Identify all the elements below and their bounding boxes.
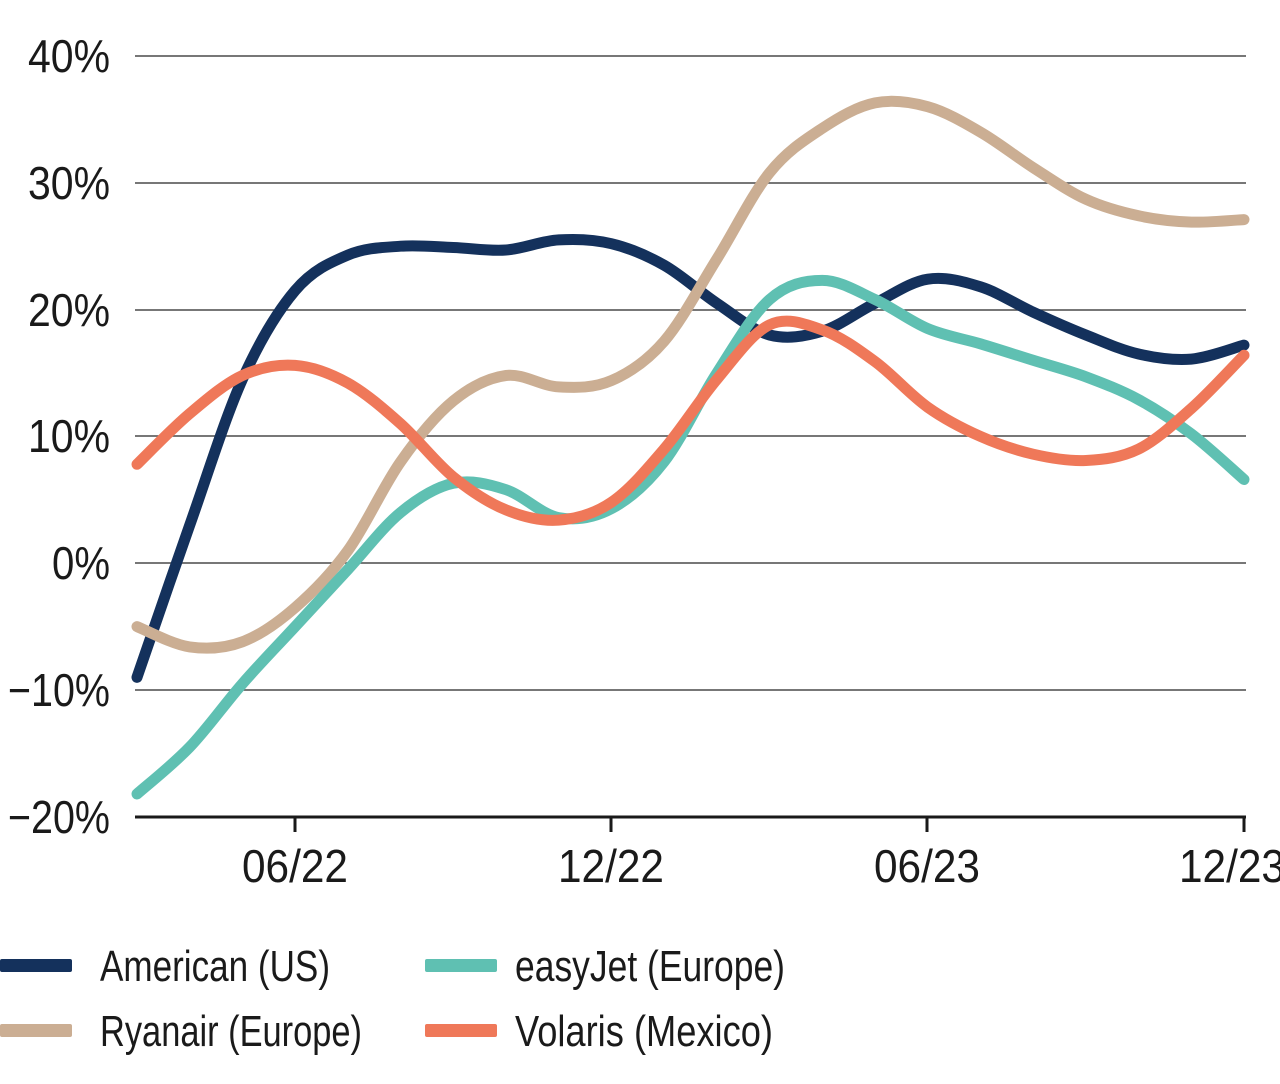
legend-label-volaris-mexico: Volaris (Mexico) xyxy=(515,1007,773,1056)
y-tick-label: 20% xyxy=(28,284,110,336)
legend: American (US) Ryanair (Europe) easyJet (… xyxy=(0,942,785,1056)
legend-label-ryanair-europe: Ryanair (Europe) xyxy=(100,1007,362,1056)
y-tick-label: −20% xyxy=(8,791,110,843)
y-tick-label: 10% xyxy=(28,410,110,462)
y-axis-labels: 40% 30% 20% 10% 0% −10% −20% xyxy=(8,30,110,843)
legend-swatch-american-us xyxy=(0,959,72,972)
gridlines xyxy=(135,55,1246,819)
legend-label-american-us: American (US) xyxy=(100,942,330,991)
legend-swatch-ryanair-europe xyxy=(0,1024,72,1037)
line-american-us xyxy=(131,233,1250,683)
legend-swatch-volaris-mexico xyxy=(425,1024,497,1037)
y-tick-label: −10% xyxy=(8,664,110,716)
series-lines xyxy=(131,95,1250,800)
y-tick-label: 30% xyxy=(28,157,110,209)
line-ryanair-europe xyxy=(131,95,1250,654)
y-tick-label: 40% xyxy=(28,30,110,82)
x-tick-label: 12/22 xyxy=(558,840,664,892)
line-easyjet-europe xyxy=(131,274,1250,800)
line-volaris-mexico xyxy=(131,315,1250,526)
legend-swatch-easyjet-europe xyxy=(425,959,497,972)
x-tick-label: 06/22 xyxy=(242,840,348,892)
y-tick-label: 0% xyxy=(52,537,110,589)
x-tick-label: 12/23 xyxy=(1179,840,1280,892)
x-tick-label: 06/23 xyxy=(874,840,980,892)
x-axis: 06/22 12/22 06/23 12/23 xyxy=(242,817,1280,892)
legend-label-easyjet-europe: easyJet (Europe) xyxy=(515,942,785,991)
